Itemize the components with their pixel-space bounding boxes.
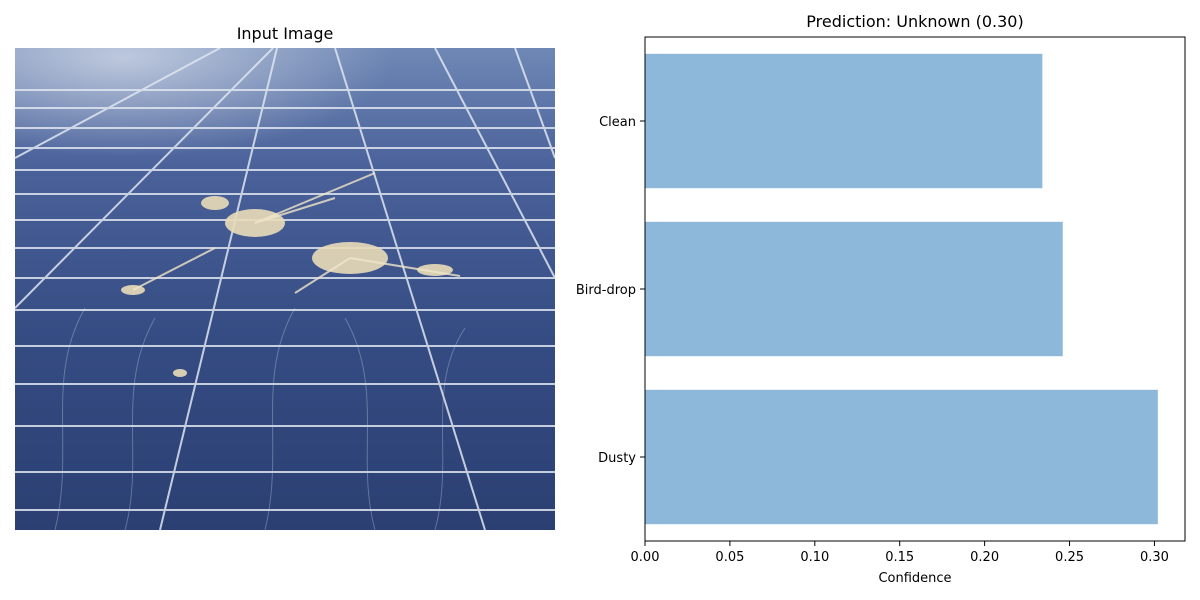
x-tick-label: 0.15 [885,550,914,565]
solar-panel-photo [15,48,555,530]
x-axis-label: Confidence [878,571,951,586]
x-tick-label: 0.05 [715,550,744,565]
x-tick-label: 0.00 [631,550,660,565]
plot-frame [644,36,1186,542]
x-tick-label: 0.10 [800,550,829,565]
x-tick-label: 0.30 [1140,550,1169,565]
input-image-title: Input Image [236,24,334,43]
x-tick-label: 0.25 [1055,550,1084,565]
y-tick-label-dusty: Dusty [598,451,636,466]
bar-dusty [645,389,1158,525]
y-tick-label-bird-drop: Bird-drop [576,283,636,298]
bar-clean [645,53,1043,189]
prediction-title: Prediction: Unknown (0.30) [806,12,1024,31]
x-tick-label: 0.20 [970,550,999,565]
bar-bird-drop [645,221,1063,357]
y-tick-label-clean: Clean [599,115,636,130]
